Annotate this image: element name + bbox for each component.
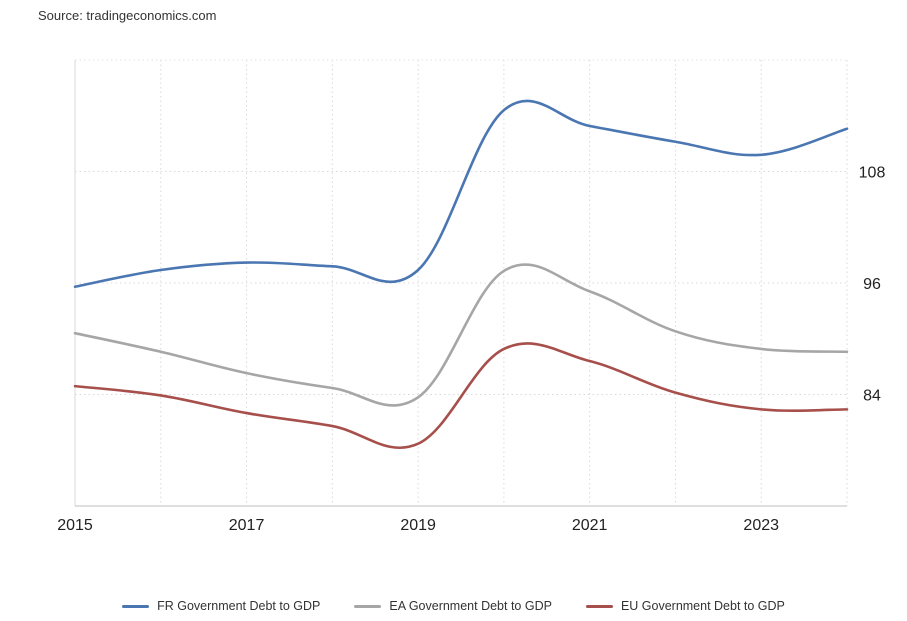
legend-item-fr[interactable]: FR Government Debt to GDP <box>122 599 320 613</box>
legend-swatch-fr <box>122 604 150 608</box>
grid-layer <box>74 59 848 507</box>
y-axis-ticks: 84 96 108 <box>859 165 886 405</box>
x-tick-label: 2023 <box>743 517 779 534</box>
y-tick-label: 96 <box>863 276 881 293</box>
y-tick-label: 108 <box>859 165 886 182</box>
legend-label-ea: EA Government Debt to GDP <box>389 599 552 613</box>
series-line-eu <box>73 342 849 450</box>
y-tick-label: 84 <box>863 388 881 405</box>
x-tick-label: 2015 <box>57 517 93 534</box>
x-tick-label: 2017 <box>229 517 265 534</box>
series-line-ea <box>73 263 849 407</box>
x-tick-label: 2021 <box>572 517 608 534</box>
legend-label-fr: FR Government Debt to GDP <box>157 599 321 613</box>
series-layer <box>73 99 849 450</box>
series-line-fr <box>73 99 849 289</box>
source-label: Source: tradingeconomics.com <box>38 8 217 23</box>
legend-swatch-ea <box>354 604 382 608</box>
legend-swatch-eu <box>585 604 613 608</box>
legend-label-eu: EU Government Debt to GDP <box>620 599 785 613</box>
legend-item-eu[interactable]: EU Government Debt to GDP <box>585 599 785 613</box>
legend: FR Government Debt to GDP EA Government … <box>0 599 907 613</box>
x-axis-ticks: 2015 2017 2019 2021 2023 <box>57 517 779 534</box>
legend-item-ea[interactable]: EA Government Debt to GDP <box>354 599 552 613</box>
x-tick-label: 2019 <box>400 517 436 534</box>
